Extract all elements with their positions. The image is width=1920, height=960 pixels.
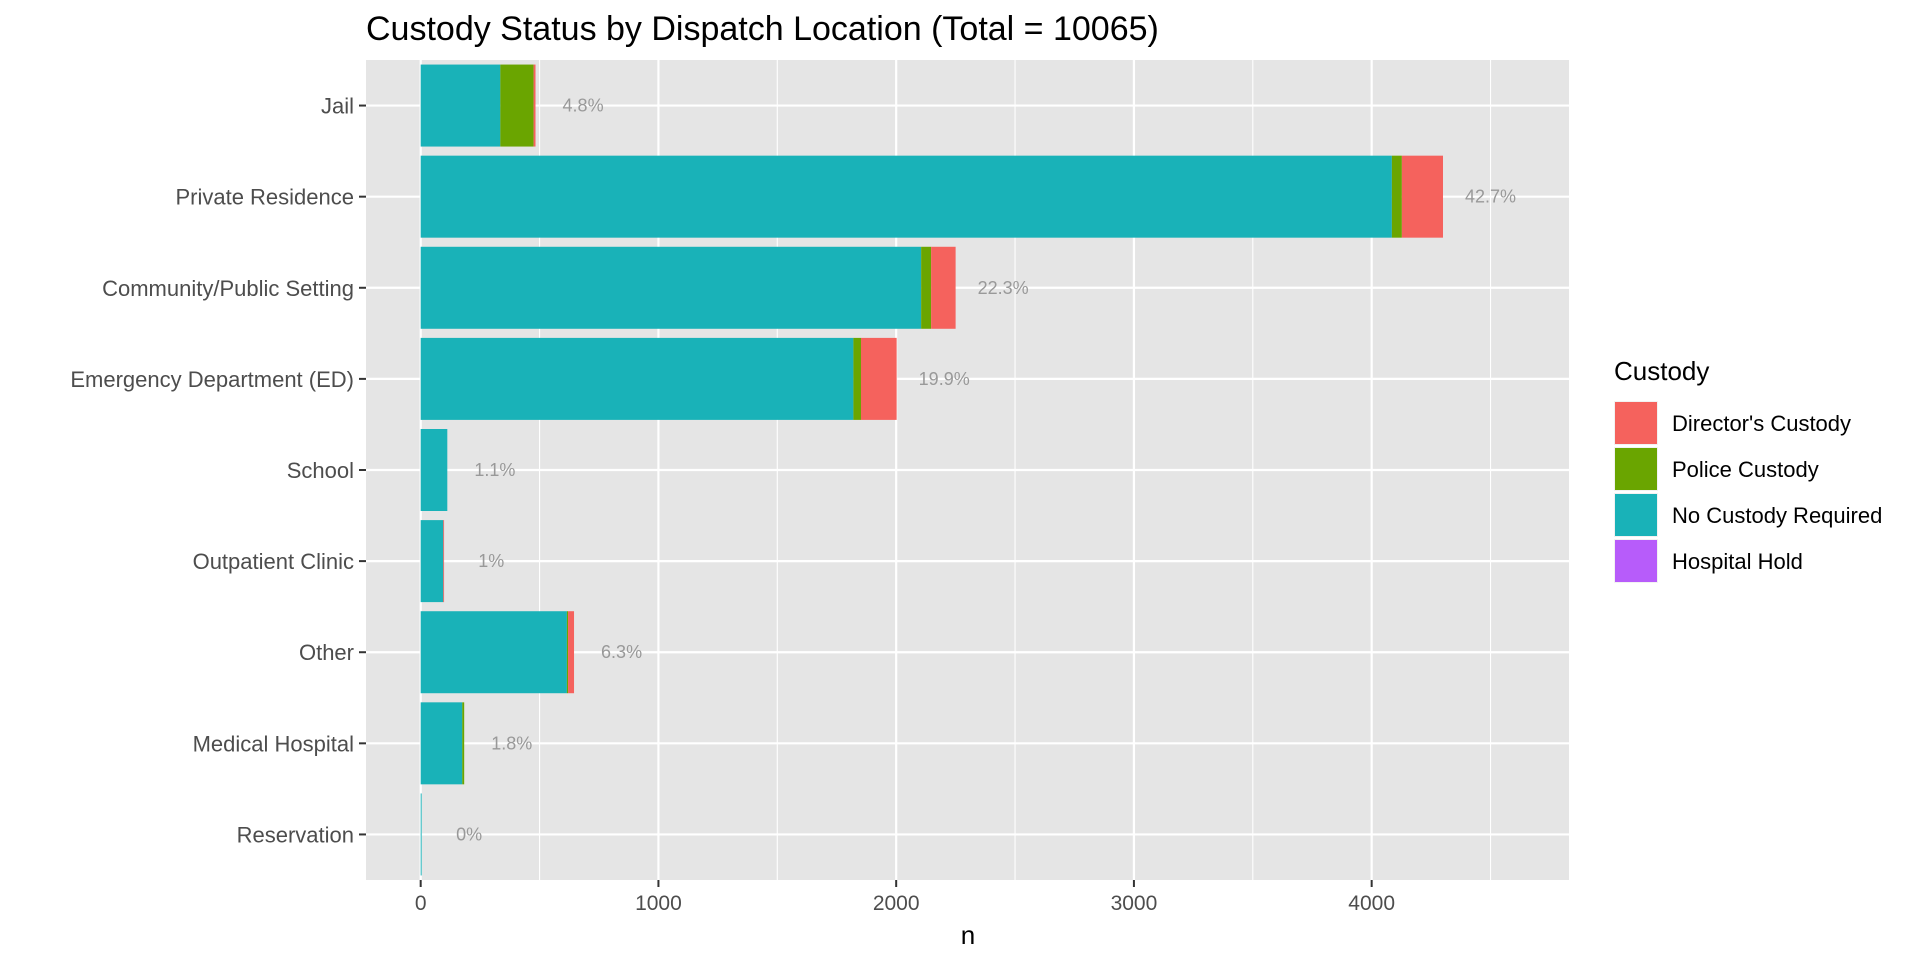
legend-swatch <box>1615 494 1657 536</box>
bar-segment <box>420 155 1392 238</box>
bar-segment <box>1391 155 1402 238</box>
bar-segment <box>443 520 445 603</box>
y-tick-label: Jail <box>321 94 354 119</box>
y-tick-label: Medical Hospital <box>193 731 354 756</box>
legend-swatch <box>1615 540 1657 582</box>
x-tick-label: 2000 <box>873 892 920 915</box>
percent-label: 1% <box>478 551 504 571</box>
x-tick-label: 4000 <box>1348 892 1395 915</box>
y-axis: Jail Private Residence Community/Public Se… <box>70 94 366 847</box>
percent-label: 42.7% <box>1465 187 1516 207</box>
bar-segment <box>462 702 465 785</box>
bar-segment <box>420 64 501 147</box>
percent-label: 0% <box>456 824 482 844</box>
x-tick-label: 0 <box>415 892 427 915</box>
bar-segment <box>1401 155 1443 238</box>
legend-swatch <box>1615 402 1657 444</box>
bar-segment <box>420 246 922 329</box>
percent-label: 6.3% <box>601 642 642 662</box>
bar-segment <box>568 611 575 694</box>
percent-label: 19.9% <box>919 369 970 389</box>
y-tick-label: Other <box>299 640 354 665</box>
percent-labels: 4.8% 42.7% 22.3% 19.9% 1.1% 1% 6.3% 1.8% 0% <box>456 96 1516 845</box>
y-tick-label: Private Residence <box>175 185 354 210</box>
x-axis-label: n <box>961 920 975 950</box>
chart-title: Custody Status by Dispatch Location (Tot… <box>366 10 1159 48</box>
bar-segment <box>420 611 567 694</box>
bar-segment <box>860 337 897 420</box>
percent-label: 22.3% <box>978 278 1029 298</box>
legend-label: Director's Custody <box>1672 411 1851 436</box>
bar-segment <box>853 337 861 420</box>
legend-label: Police Custody <box>1672 457 1819 482</box>
y-tick-label: Reservation <box>237 822 354 847</box>
x-tick-label: 3000 <box>1111 892 1158 915</box>
legend-label: No Custody Required <box>1672 503 1882 528</box>
x-axis: 0 1000 2000 3000 4000 <box>415 880 1395 915</box>
legend: Custody Director's Custody Police Custody… <box>1614 356 1882 583</box>
legend-label: Hospital Hold <box>1672 549 1803 574</box>
x-tick-label: 1000 <box>635 892 682 915</box>
bar-segment <box>500 64 534 147</box>
y-tick-label: School <box>287 458 354 483</box>
legend-swatch <box>1615 448 1657 490</box>
bar-segment <box>420 429 448 511</box>
bar-segment <box>420 793 422 876</box>
bar-segment <box>420 702 463 785</box>
percent-label: 1.1% <box>474 460 515 480</box>
percent-label: 4.8% <box>563 96 604 116</box>
bar-segment <box>931 246 956 329</box>
bar-segment <box>420 337 854 420</box>
legend-title: Custody <box>1614 356 1709 386</box>
y-tick-label: Outpatient Clinic <box>193 549 354 574</box>
percent-label: 1.8% <box>491 733 532 753</box>
bar-segment <box>921 246 932 329</box>
bars <box>420 64 1443 876</box>
bar-segment <box>420 520 444 603</box>
bar-segment <box>566 611 569 694</box>
y-tick-label: Emergency Department (ED) <box>70 367 354 392</box>
bar-segment <box>533 64 536 147</box>
y-tick-label: Community/Public Setting <box>102 276 354 301</box>
